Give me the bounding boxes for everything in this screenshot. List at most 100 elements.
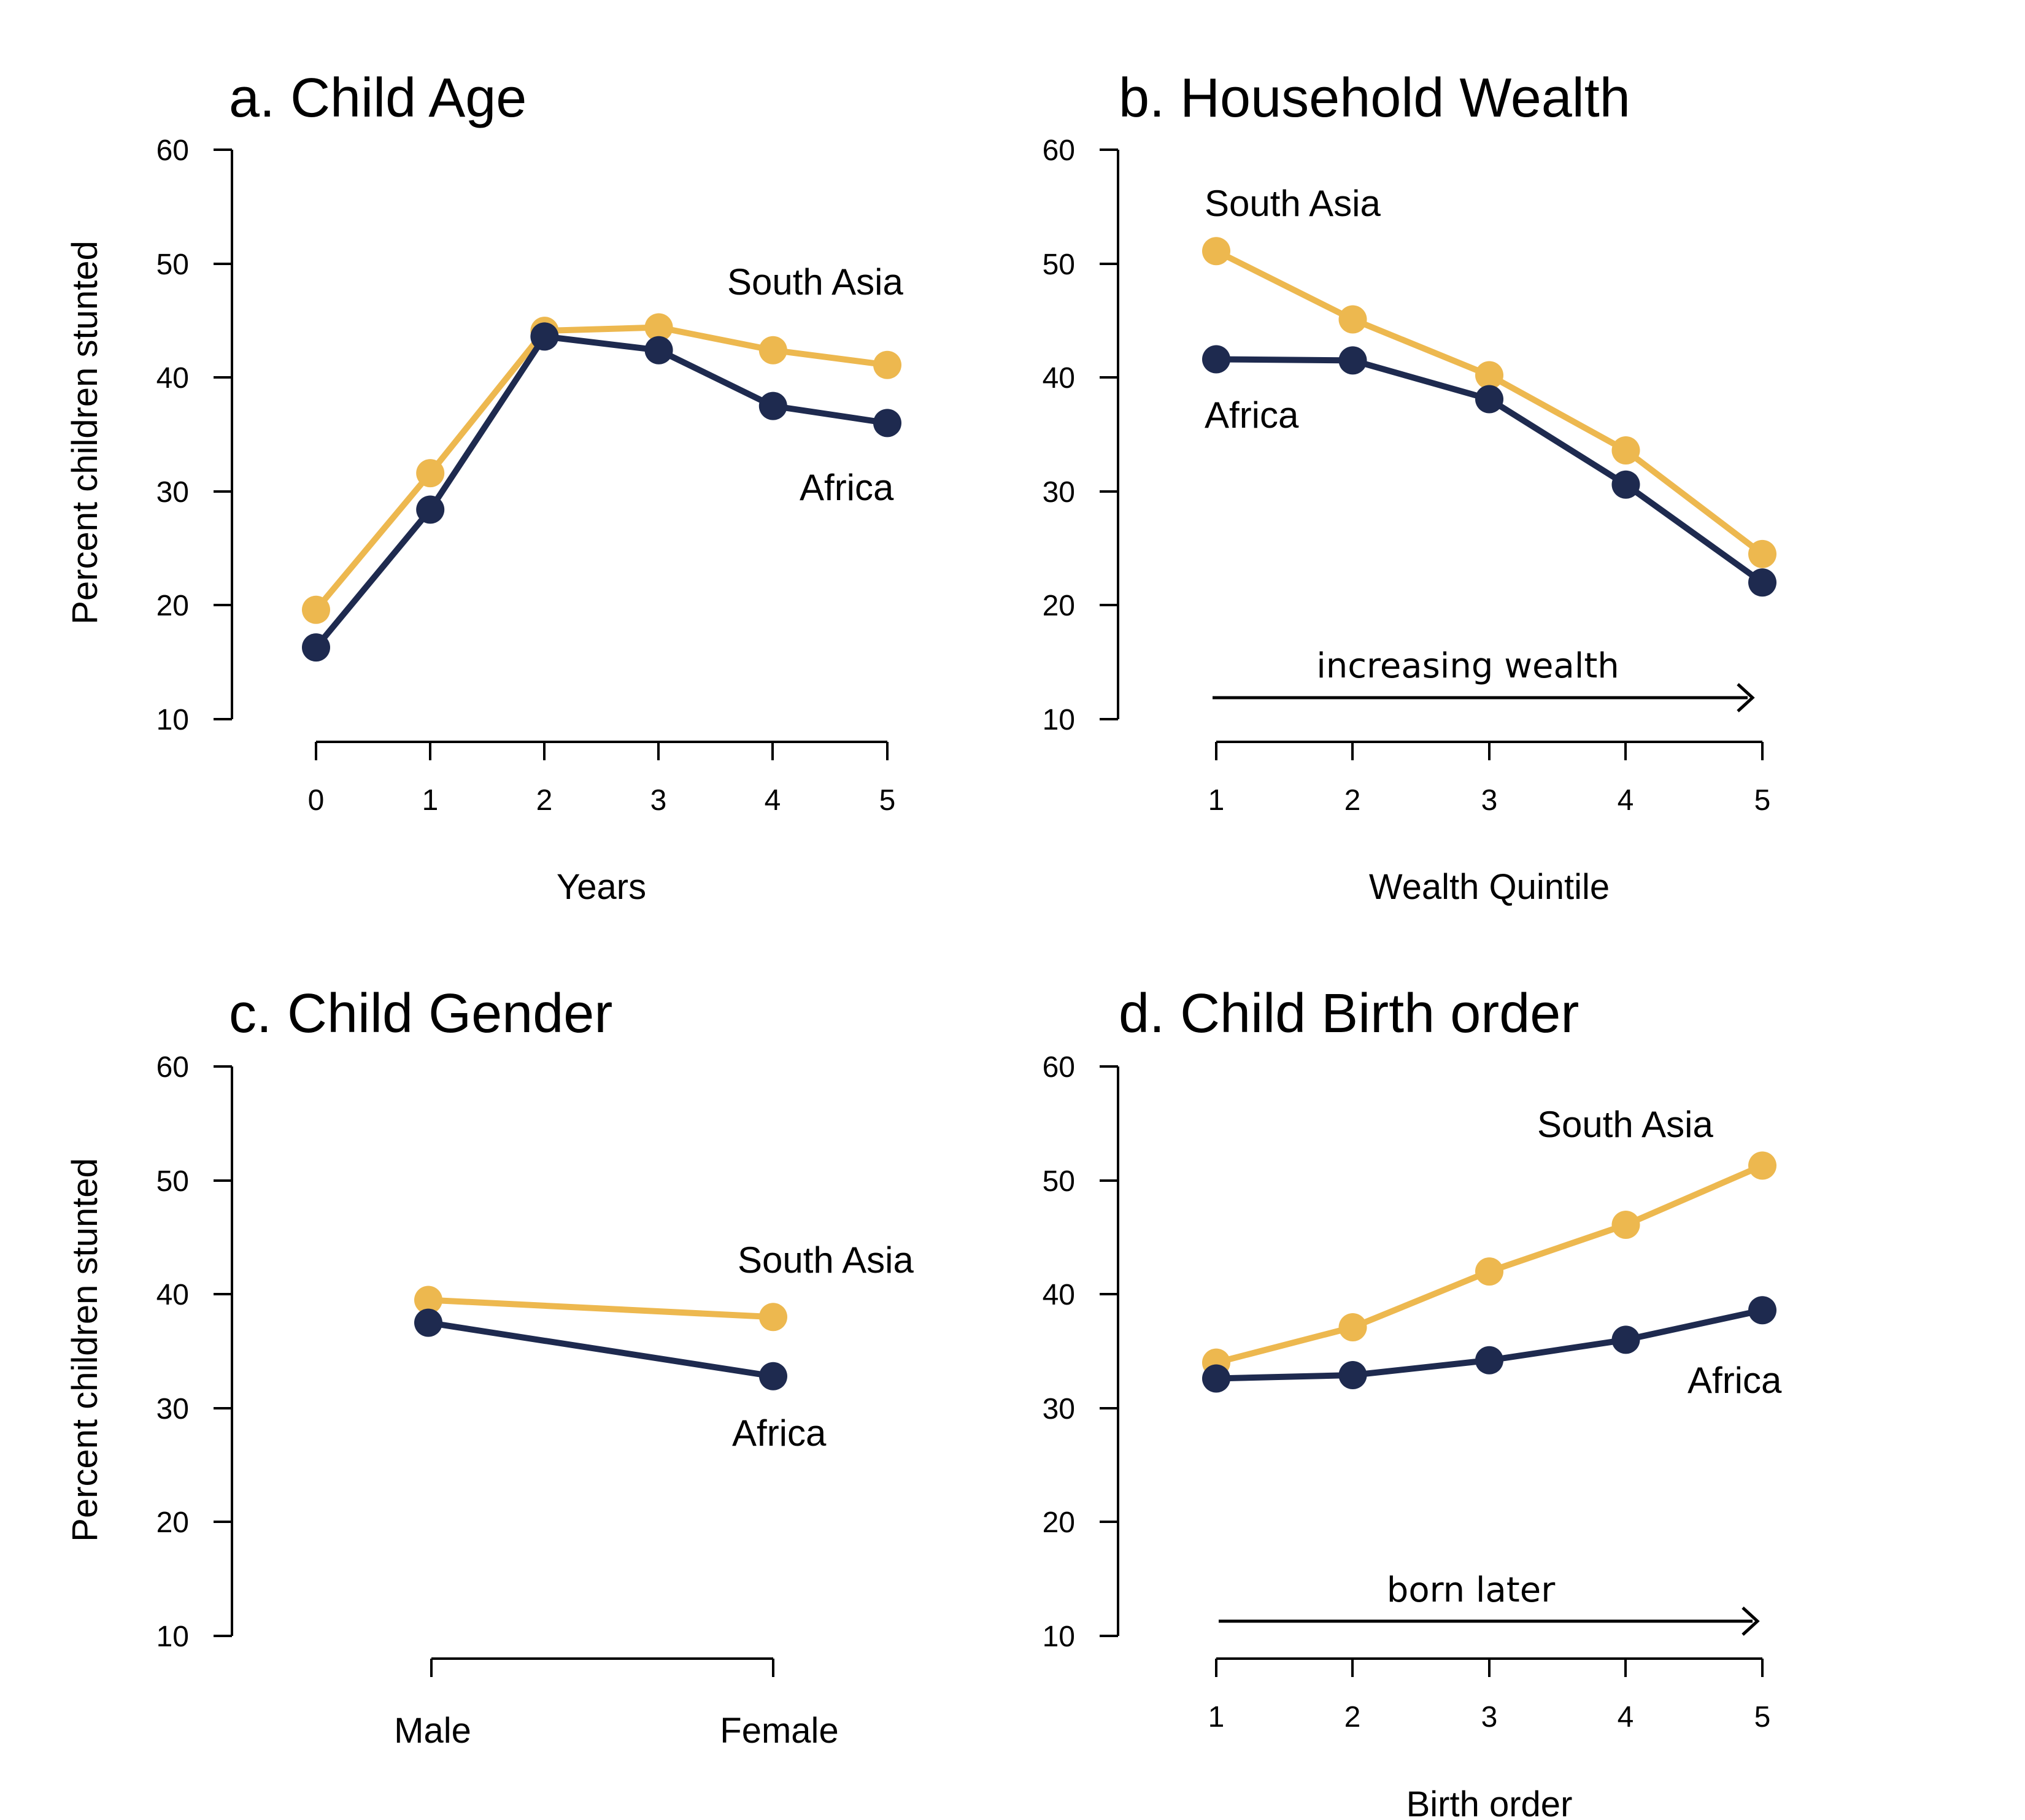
panel-c-ytick-label: 40 — [156, 1279, 189, 1311]
panel-a-ytick-label: 40 — [156, 362, 189, 395]
panel-d-south-asia-label: South Asia — [1537, 1104, 1714, 1145]
panel-d-ytick-label: 20 — [1043, 1506, 1075, 1539]
panel-d-africa-point — [1611, 1325, 1640, 1354]
panel-a-xtick-label: 3 — [650, 784, 667, 817]
panel-d-africa-point — [1475, 1346, 1503, 1375]
panel-d-arrow-head — [1742, 1606, 1760, 1636]
panel-c-ytick-label: 10 — [156, 1621, 189, 1653]
panel-d-south-asia-point — [1748, 1151, 1776, 1180]
panel-b-africa-point — [1202, 345, 1230, 374]
panel-d-annotation: born later — [1387, 1570, 1556, 1610]
panel-a-ytick-label: 20 — [156, 590, 189, 622]
panel-d-xtick-label: 5 — [1754, 1701, 1771, 1733]
panel-b-south-asia-label: South Asia — [1205, 183, 1381, 224]
panel-a-title: a. Child Age — [229, 67, 526, 129]
panel-c-title: c. Child Gender — [229, 983, 612, 1044]
panel-d-xtick-label: 1 — [1208, 1701, 1225, 1733]
panel-c-xtick-label: Male — [394, 1711, 471, 1751]
panel-b-annotation: increasing wealth — [1316, 646, 1619, 686]
panel-b-africa-point — [1611, 470, 1640, 499]
panel-a-xtick-label: 0 — [308, 784, 325, 817]
panel-b-south-asia-point — [1611, 436, 1640, 465]
panel-c: c. Child Gender Percent children stunted… — [65, 983, 914, 1751]
panel-b-arrow-head — [1737, 683, 1755, 712]
panel-c-africa-line — [428, 1319, 774, 1379]
panel-c-south-asia-label: South Asia — [738, 1240, 914, 1281]
panel-b-south-asia-point — [1202, 237, 1230, 266]
panel-d-ytick-label: 30 — [1043, 1393, 1075, 1425]
panel-a-south-asia-point — [644, 313, 673, 342]
panel-b-south-asia-point — [1475, 361, 1503, 390]
panel-b-xtick-group: 1 2 3 4 5 — [1208, 742, 1771, 817]
panel-b: b. Household Wealth 10 20 30 40 50 60 1 … — [1043, 67, 1776, 907]
panel-b-xlabel: Wealth Quintile — [1369, 867, 1610, 907]
panel-d-africa-point — [1748, 1296, 1776, 1325]
panel-c-africa-label: Africa — [732, 1413, 827, 1454]
panel-d-xtick-label: 3 — [1481, 1701, 1498, 1733]
panel-a-south-asia-line — [314, 324, 888, 612]
panel-d-africa-point — [1202, 1364, 1230, 1393]
panel-c-south-asia-point — [759, 1303, 787, 1332]
panel-b-ytick-label: 50 — [1043, 249, 1075, 281]
panel-c-south-asia-point — [414, 1286, 442, 1314]
panel-d-ytick-label: 50 — [1043, 1165, 1075, 1198]
panel-b-ytick-label: 20 — [1043, 590, 1075, 622]
panel-b-xtick-label: 5 — [1754, 784, 1771, 817]
panel-d-xtick-group: 1 2 3 4 5 — [1208, 1659, 1771, 1733]
panel-a-africa-point — [644, 336, 673, 364]
panel-a-ytick-label: 60 — [156, 134, 189, 167]
panel-a-plot — [302, 313, 901, 662]
panel-a-africa-label: Africa — [800, 467, 894, 508]
panel-b-ytick-label: 40 — [1043, 362, 1075, 395]
panel-d-plot — [1202, 1151, 1776, 1393]
panel-a-xtick-label: 2 — [536, 784, 553, 817]
panel-a-africa-point — [873, 409, 901, 438]
panel-b-ytick-label: 60 — [1043, 134, 1075, 167]
panel-d-south-asia-point — [1475, 1257, 1503, 1286]
panel-a: a. Child Age Percent children stunted 10… — [65, 67, 904, 907]
panel-a-south-asia-point — [758, 336, 787, 364]
panel-a-ytick-group: 10 20 30 40 50 60 — [156, 134, 232, 736]
panel-b-africa-point — [1475, 385, 1503, 414]
panel-a-ytick-label: 30 — [156, 476, 189, 509]
panel-d-ytick-label: 40 — [1043, 1279, 1075, 1311]
panel-a-ytick-label: 50 — [156, 249, 189, 281]
panel-d-xlabel: Birth order — [1406, 1784, 1573, 1820]
panel-c-ytick-label: 50 — [156, 1165, 189, 1198]
panel-d-ytick-label: 60 — [1043, 1051, 1075, 1084]
panel-d-south-asia-point — [1338, 1313, 1367, 1341]
panel-b-ytick-label: 10 — [1043, 704, 1075, 736]
panel-d-title: d. Child Birth order — [1119, 983, 1579, 1044]
panel-b-xtick-label: 3 — [1481, 784, 1498, 817]
panel-a-ytick-label: 10 — [156, 704, 189, 736]
panel-a-xtick-group: 0 1 2 3 4 5 — [308, 742, 896, 817]
panel-b-ytick-group: 10 20 30 40 50 60 — [1043, 134, 1118, 736]
panel-c-africa-point — [759, 1362, 787, 1390]
panel-b-africa-label: Africa — [1205, 395, 1299, 436]
panel-b-africa-point — [1338, 346, 1367, 375]
panel-b-ytick-label: 30 — [1043, 476, 1075, 509]
panel-a-xtick-label: 1 — [422, 784, 439, 817]
panel-d-ytick-group: 10 20 30 40 50 60 — [1043, 1051, 1118, 1653]
panel-d-annotation-arrow — [1219, 1606, 1760, 1636]
panel-c-ytick-label: 30 — [156, 1393, 189, 1425]
panel-b-xtick-label: 4 — [1618, 784, 1634, 817]
panel-c-plot — [414, 1286, 787, 1390]
panel-c-ytick-group: 10 20 30 40 50 60 — [156, 1051, 232, 1653]
panel-c-south-asia-line — [428, 1297, 774, 1321]
panel-a-xtick-label: 5 — [879, 784, 896, 817]
panel-b-xtick-label: 1 — [1208, 784, 1225, 817]
panel-d-xtick-label: 2 — [1344, 1701, 1361, 1733]
panel-c-ytick-label: 60 — [156, 1051, 189, 1084]
panel-b-africa-point — [1748, 568, 1776, 597]
panel-a-africa-point — [530, 322, 559, 351]
panel-a-africa-point — [416, 495, 445, 524]
panel-a-xtick-label: 4 — [765, 784, 781, 817]
panel-b-plot — [1202, 237, 1776, 597]
panel-a-south-asia-point — [416, 459, 445, 488]
panel-b-xtick-label: 2 — [1344, 784, 1361, 817]
panel-b-annotation-arrow — [1213, 683, 1755, 712]
panel-a-africa-line — [314, 333, 888, 650]
panel-a-south-asia-label: South Asia — [727, 261, 904, 303]
